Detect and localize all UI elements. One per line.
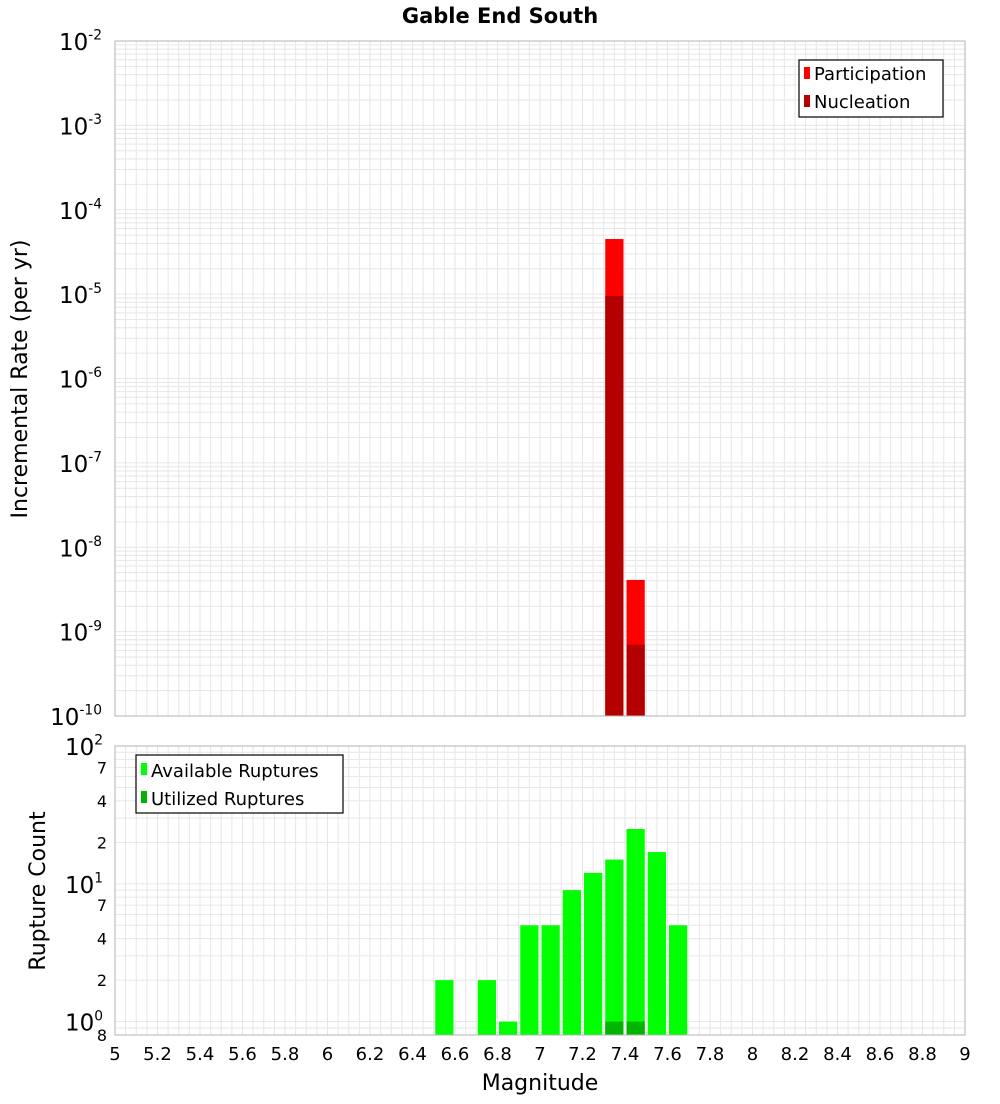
x-tick-label: 5.2 <box>143 1044 172 1065</box>
legend-swatch-nucleation <box>804 95 810 107</box>
count-y-tick-label-minor: 8 <box>97 1026 107 1045</box>
rate-legend: Participation Nucleation <box>798 59 944 118</box>
rate-grid <box>114 41 966 717</box>
rate-y-tick-label: 10-7 <box>59 450 102 478</box>
x-tick-label: 8.2 <box>781 1044 810 1065</box>
legend-swatch-utilized <box>141 791 147 803</box>
count-y-tick-label-major: 102 <box>65 733 103 761</box>
x-tick-label: 8.8 <box>908 1044 937 1065</box>
x-tick-label: 5 <box>109 1044 120 1065</box>
bar-nucleation <box>605 296 624 716</box>
count-y-tick-label-major: 101 <box>65 870 103 898</box>
rate-y-tick-label: 10-5 <box>59 281 102 309</box>
bar-available-ruptures <box>541 925 560 1035</box>
count-y-tick-label-major: 100 <box>65 1008 103 1036</box>
magnitude-x-ticks: 5 5.2 5.4 5.6 5.8 6 6.2 6.4 6.6 6.8 7 7.2 7.4 7.6 7.8 8… <box>109 1044 970 1065</box>
x-tick-label: 8.6 <box>866 1044 895 1065</box>
rate-y-axis-label: Incremental Rate (per yr) <box>8 240 33 519</box>
bar-utilized-ruptures <box>626 1021 645 1035</box>
count-plot-frame <box>114 745 966 1036</box>
rate-y-tick-label: 10-8 <box>59 534 102 562</box>
rate-y-tick-label: 10-3 <box>59 112 102 140</box>
x-tick-label: 6.4 <box>398 1044 427 1065</box>
bar-utilized-ruptures <box>605 1021 624 1035</box>
bar-available-ruptures <box>435 980 454 1035</box>
bar-available-ruptures <box>626 828 645 1035</box>
count-bars <box>435 828 688 1035</box>
x-tick-label: 7.2 <box>568 1044 597 1065</box>
legend-label-participation: Participation <box>814 64 926 85</box>
rate-y-tick-label: 10-10 <box>50 703 102 731</box>
x-tick-label: 6.8 <box>483 1044 512 1065</box>
bar-available-ruptures <box>584 872 603 1035</box>
x-tick-label: 5.6 <box>228 1044 257 1065</box>
rate-y-tick-label: 10-6 <box>59 365 102 393</box>
x-tick-label: 5.8 <box>271 1044 300 1065</box>
bar-available-ruptures <box>669 925 688 1035</box>
rate-legend-box <box>798 59 944 118</box>
rate-y-ticks: 10-10 10-9 10-8 10-7 10-6 10-5 10-4 10-3 10-2 <box>50 28 102 731</box>
bar-available-ruptures <box>647 852 666 1035</box>
chart-title: Gable End South <box>402 4 598 28</box>
x-tick-label: 5.4 <box>186 1044 215 1065</box>
x-tick-label: 7.6 <box>653 1044 682 1065</box>
x-tick-label: 6.6 <box>441 1044 470 1065</box>
legend-label-available: Available Ruptures <box>151 761 319 782</box>
bar-available-ruptures <box>499 1021 518 1035</box>
bar-available-ruptures <box>562 890 581 1035</box>
count-y-tick-label-minor: 7 <box>97 896 107 915</box>
count-y-tick-label-minor: 7 <box>97 758 107 777</box>
legend-label-utilized: Utilized Ruptures <box>151 789 304 810</box>
x-tick-label: 9 <box>959 1044 970 1065</box>
count-y-tick-label-minor: 4 <box>97 930 107 949</box>
legend-swatch-available <box>141 763 147 775</box>
count-legend-box <box>135 754 344 814</box>
count-y-tick-label-minor: 4 <box>97 792 107 811</box>
count-y-tick-label-minor: 2 <box>97 971 107 990</box>
count-y-axis-label: Rupture Count <box>26 811 51 971</box>
rate-y-tick-label: 10-4 <box>59 196 102 224</box>
rate-plot-frame <box>114 40 966 717</box>
bar-available-ruptures <box>605 859 624 1035</box>
rate-y-tick-label: 10-2 <box>59 28 102 56</box>
bar-available-ruptures <box>520 925 539 1035</box>
x-tick-label: 7.4 <box>611 1044 640 1065</box>
x-tick-label: 8.4 <box>823 1044 852 1065</box>
count-y-tick-label-minor: 2 <box>97 833 107 852</box>
legend-label-nucleation: Nucleation <box>814 92 910 113</box>
rate-y-tick-label: 10-9 <box>59 618 102 646</box>
x-tick-label: 6.2 <box>356 1044 385 1065</box>
x-axis-label: Magnitude <box>482 1071 599 1096</box>
rate-bars <box>605 239 645 716</box>
rate-panel: 10-10 10-9 10-8 10-7 10-6 10-5 10-4 10-3 10-2 In… <box>8 28 966 731</box>
x-tick-label: 8 <box>747 1044 758 1065</box>
x-tick-label: 7 <box>534 1044 545 1065</box>
x-tick-label: 6 <box>322 1044 333 1065</box>
legend-swatch-participation <box>804 67 810 79</box>
bar-nucleation <box>626 644 645 716</box>
bar-available-ruptures <box>477 980 496 1035</box>
x-tick-label: 7.8 <box>696 1044 725 1065</box>
count-legend: Available Ruptures Utilized Ruptures <box>135 754 344 814</box>
